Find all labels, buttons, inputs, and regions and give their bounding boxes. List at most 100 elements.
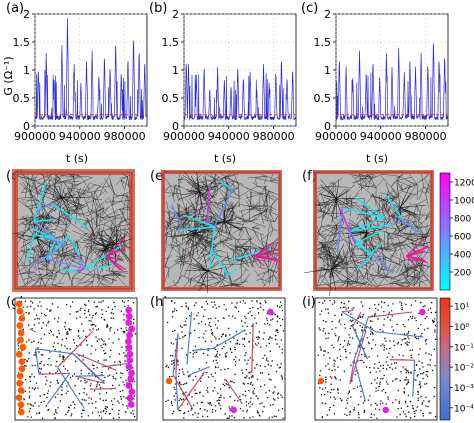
y-tick-label: 1: [324, 64, 331, 77]
current-path-segment: [60, 268, 78, 273]
conduction-link: [57, 330, 94, 368]
conduction-link: [352, 311, 362, 327]
right-electrode-node: [125, 363, 133, 371]
conduction-link: [35, 348, 40, 375]
junction-dots: [317, 300, 437, 419]
scatter-panel: [14, 297, 138, 421]
left-electrode-node: [16, 307, 24, 315]
conduction-link: [225, 379, 243, 405]
y-tick-label: 1: [172, 64, 179, 77]
left-electrode-node: [17, 387, 25, 394]
y-tick-label: 0.5: [162, 92, 180, 105]
x-tick-label: 900000: [315, 130, 357, 143]
scatter-panel: [314, 297, 438, 421]
left-electrode-node: [165, 377, 173, 385]
colorbar-log-tick-label: 10⁻⁴: [454, 404, 474, 414]
panel-label-i: (i): [302, 295, 316, 310]
conduction-link: [172, 333, 179, 375]
right-electrode-node: [126, 350, 134, 358]
conduction-link: [349, 359, 355, 385]
y-tick-label: 2: [324, 8, 331, 21]
current-path-segment: [26, 234, 35, 262]
conduction-link: [177, 371, 206, 410]
current-path-segment: [354, 196, 385, 219]
right-electrode-node: [126, 357, 134, 364]
current-path-segment: [46, 234, 70, 260]
scatter-panel: [162, 297, 286, 421]
scatter-row: [14, 297, 438, 421]
left-electrode-node: [16, 379, 23, 387]
current-path-segment: [184, 214, 215, 228]
conductance-trace: [335, 43, 449, 121]
current-path-segment: [170, 204, 183, 227]
right-electrode-node: [230, 406, 237, 414]
right-electrode-node: [125, 344, 133, 352]
conduction-link: [187, 366, 211, 377]
y-tick-label: 0: [23, 120, 30, 133]
right-electrode-node: [125, 338, 132, 345]
current-path-segment: [372, 253, 394, 274]
panel-label-c: (c): [301, 1, 318, 16]
current-path-segment: [31, 227, 67, 246]
current-path-segment: [354, 229, 384, 245]
hub-fan: [40, 181, 90, 225]
colorbar-cool: 200 400 600 800 1000 1200: [439, 172, 474, 291]
conduction-link: [75, 375, 105, 384]
right-electrode-node: [128, 388, 136, 396]
colorbar-log-tick-label: 10¹: [454, 303, 469, 313]
colorbar-cool-tick-label: 400: [454, 251, 471, 261]
network-row: [12, 169, 434, 296]
right-electrode-node: [125, 306, 133, 314]
conduction-link: [341, 309, 354, 313]
current-path-segment: [219, 180, 234, 191]
colorbar-log-tick-label: 10⁻¹: [454, 343, 474, 353]
scatter-frame: [162, 297, 286, 421]
x-tick-label: 980000: [253, 130, 295, 143]
left-electrode-node: [15, 351, 23, 358]
x-tick-label: 900000: [14, 130, 56, 143]
conduction-link: [46, 372, 71, 405]
current-path-segment: [342, 207, 385, 219]
current-path-segment: [33, 233, 57, 240]
x-tick-label: 940000: [360, 130, 402, 143]
current-path-segment: [336, 207, 344, 252]
y-tick-label: 1: [23, 64, 30, 77]
conduction-link: [89, 388, 117, 390]
current-path-segment: [357, 253, 374, 270]
current-path-segment: [83, 245, 122, 270]
conduction-link: [172, 374, 194, 410]
left-electrode-node: [16, 372, 24, 380]
boundary-electrode: [161, 170, 282, 291]
colorbar-log-ticks: 10¹ 10⁰ 10⁻¹ 10⁻² 10⁻³ 10⁻⁴: [450, 303, 474, 414]
x-tick-label: 980000: [104, 130, 146, 143]
left-electrode-node: [18, 358, 26, 365]
left-electrode-node: [17, 408, 25, 416]
y-tick-label: 0.5: [13, 92, 31, 105]
right-electrode-node: [128, 325, 136, 333]
y-tick-label: 1.5: [314, 36, 332, 49]
current-path-segment: [206, 187, 211, 223]
current-path-segment: [46, 258, 85, 270]
x-tick-label: 940000: [59, 130, 101, 143]
x-axis-label-b: t (s): [214, 152, 236, 165]
conduction-link: [352, 326, 369, 360]
left-electrode-node: [17, 401, 25, 409]
panel-b: (b) 900000 940000 980000 0 0.5 1 1.5 2 t (s): [149, 1, 297, 165]
x-tick-label: 900000: [163, 130, 205, 143]
current-path-segment: [33, 220, 57, 240]
right-electrode-node: [127, 401, 135, 408]
conduction-link: [368, 311, 413, 318]
conductance-trace: [183, 61, 297, 121]
current-path-segment: [394, 214, 419, 233]
left-electrode-node: [317, 377, 325, 385]
boundary-electrode: [313, 170, 434, 291]
colorbar-cool-ticks: 200 400 600 800 1000 1200: [450, 179, 474, 279]
current-path-segment: [224, 267, 238, 278]
network-panel: [12, 169, 135, 292]
y-axis-label-a: G (Ω⁻¹): [2, 56, 15, 95]
conduction-link: [412, 360, 416, 397]
right-electrode-node: [126, 394, 134, 402]
colorbar-log-tick-label: 10⁻³: [454, 384, 474, 394]
